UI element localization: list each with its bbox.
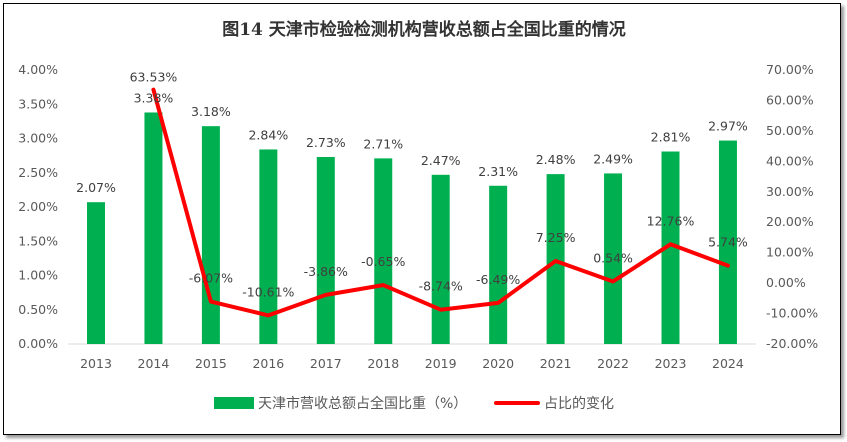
bar-data-label: 3.18%	[191, 104, 231, 119]
line-data-label: 63.53%	[130, 70, 178, 85]
bar-data-label: 2.47%	[421, 153, 461, 168]
bar	[431, 174, 450, 344]
left-axis-tick: 3.50%	[18, 96, 58, 111]
right-axis-tick: 20.00%	[766, 214, 814, 229]
right-axis-tick: -20.00%	[766, 336, 818, 351]
x-axis-tick: 2023	[655, 356, 687, 371]
line-data-label: -3.86%	[304, 264, 348, 279]
legend-bar-swatch	[214, 397, 254, 409]
x-axis-tick: 2018	[367, 356, 399, 371]
bar	[718, 140, 737, 344]
bar	[144, 112, 163, 344]
right-axis-tick: 10.00%	[766, 245, 814, 260]
line-data-label: -10.61%	[242, 284, 294, 299]
line-data-label: 0.54%	[593, 250, 633, 265]
bar-data-label: 2.71%	[363, 136, 403, 151]
x-axis-tick: 2017	[310, 356, 342, 371]
line-data-label: -8.74%	[419, 279, 463, 294]
left-axis-tick: 4.00%	[18, 62, 58, 77]
x-axis-tick: 2015	[195, 356, 227, 371]
bar-data-label: 2.97%	[708, 119, 748, 134]
bar-data-label: 2.48%	[536, 152, 576, 167]
left-axis-tick: 0.00%	[18, 336, 58, 351]
left-axis-tick: 3.00%	[18, 131, 58, 146]
line-data-label: -0.65%	[361, 254, 405, 269]
right-axis-tick: -10.00%	[766, 306, 818, 321]
x-axis-tick: 2019	[425, 356, 457, 371]
bar-data-label: 2.81%	[651, 130, 691, 145]
left-axis-tick: 1.50%	[18, 233, 58, 248]
x-axis-tick: 2016	[252, 356, 284, 371]
chart-frame	[3, 3, 841, 435]
bar	[316, 156, 335, 344]
legend-bar-label: 天津市营收总额占全国比重（%）	[258, 395, 467, 412]
bar-data-label: 2.84%	[248, 127, 288, 142]
bar-data-label: 2.73%	[306, 135, 346, 150]
left-axis-tick: 2.00%	[18, 199, 58, 214]
bar	[201, 126, 220, 344]
bar-data-label: 2.49%	[593, 151, 633, 166]
left-axis-tick: 2.50%	[18, 165, 58, 180]
right-axis-tick: 30.00%	[766, 184, 814, 199]
x-axis-tick: 2021	[540, 356, 572, 371]
bar	[259, 149, 278, 344]
right-axis-tick: 40.00%	[766, 153, 814, 168]
x-axis-tick: 2024	[712, 356, 744, 371]
x-axis-tick: 2013	[80, 356, 112, 371]
line-data-label: 5.74%	[708, 235, 748, 250]
bar-data-label: 3.38%	[134, 90, 174, 105]
chart-title: 图14 天津市检验检测机构营收总额占全国比重的情况	[222, 19, 626, 40]
line-data-label: -6.49%	[476, 272, 520, 287]
bar	[87, 202, 105, 344]
bar-data-label: 2.31%	[478, 164, 518, 179]
bar-data-label: 2.07%	[76, 180, 116, 195]
bar	[374, 158, 393, 344]
x-axis-tick: 2014	[138, 356, 170, 371]
line-data-label: 7.25%	[536, 230, 576, 245]
right-axis-tick: 0.00%	[766, 275, 806, 290]
line-data-label: -6.07%	[189, 271, 233, 286]
right-axis-tick: 70.00%	[766, 62, 814, 77]
bar	[489, 185, 508, 344]
left-axis-tick: 1.00%	[18, 268, 58, 283]
left-axis-tick: 0.50%	[18, 302, 58, 317]
line-data-label: 12.76%	[647, 213, 695, 228]
x-axis-tick: 2020	[482, 356, 514, 371]
bar	[661, 151, 680, 344]
x-axis-tick: 2022	[597, 356, 629, 371]
bar	[604, 173, 623, 344]
right-axis-tick: 50.00%	[766, 123, 814, 138]
legend-line-label: 占比的变化	[544, 396, 614, 412]
right-axis-tick: 60.00%	[766, 92, 814, 107]
